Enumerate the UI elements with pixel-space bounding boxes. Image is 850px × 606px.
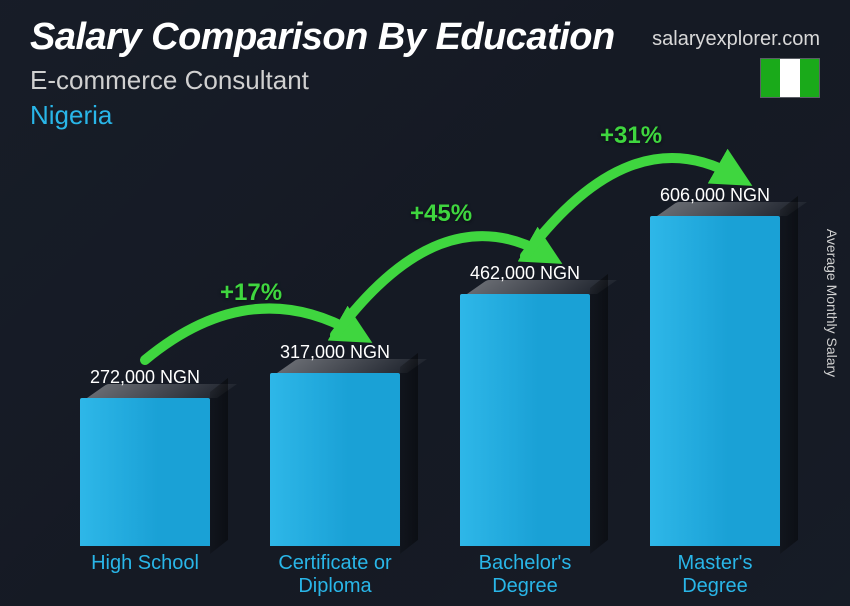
bar	[80, 398, 210, 546]
flag-stripe-left	[761, 59, 780, 97]
flag-stripe-right	[800, 59, 819, 97]
increase-percent: +31%	[600, 122, 662, 150]
bar-group: 317,000 NGN	[240, 342, 430, 546]
bar-label: Bachelor'sDegree	[430, 552, 620, 598]
chart-subtitle: E-commerce Consultant	[30, 65, 820, 96]
bar	[270, 373, 400, 546]
flag-stripe-center	[780, 59, 799, 97]
brand-label: salaryexplorer.com	[652, 28, 820, 51]
bar	[460, 294, 590, 546]
bar	[650, 216, 780, 546]
flag-nigeria	[760, 58, 820, 98]
bar-label: Master'sDegree	[620, 552, 810, 598]
bar-group: 606,000 NGN	[620, 185, 810, 546]
increase-percent: +45%	[410, 200, 472, 228]
bar-group: 462,000 NGN	[430, 263, 620, 546]
bar-group: 272,000 NGN	[50, 367, 240, 546]
increase-percent: +17%	[220, 279, 282, 307]
chart-country: Nigeria	[30, 100, 820, 131]
y-axis-label: Average Monthly Salary	[824, 229, 840, 377]
labels-row: High SchoolCertificate orDiplomaBachelor…	[50, 552, 810, 598]
bar-label: High School	[50, 552, 240, 598]
bar-label: Certificate orDiploma	[240, 552, 430, 598]
